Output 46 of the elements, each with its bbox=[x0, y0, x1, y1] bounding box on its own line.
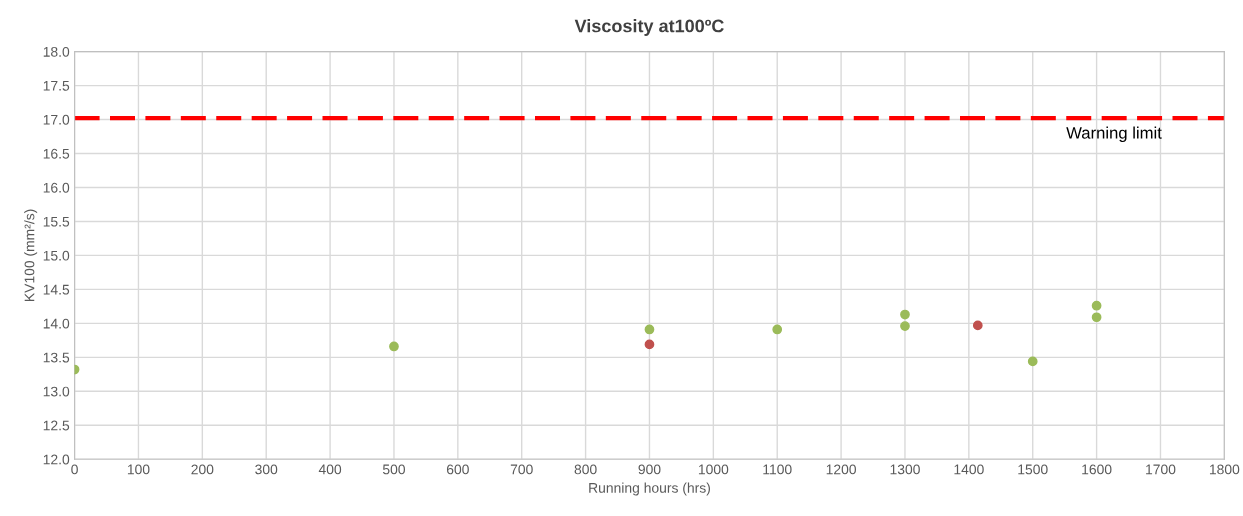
x-tick-label: 700 bbox=[510, 464, 533, 475]
x-tick-label: 1000 bbox=[698, 464, 729, 475]
y-tick-label: 17.5 bbox=[43, 81, 70, 91]
y-tick-label: 13.0 bbox=[43, 386, 70, 397]
y-tick-label: 15.5 bbox=[43, 216, 70, 227]
x-tick-label: 200 bbox=[191, 464, 214, 475]
point bbox=[389, 341, 399, 352]
x-tick-label: 800 bbox=[574, 464, 597, 475]
x-tick-label: 900 bbox=[638, 464, 661, 475]
y-tick-label: 14.5 bbox=[43, 284, 70, 295]
ref-line-label: Warning limit bbox=[1066, 126, 1162, 143]
y-tick-label: 12.5 bbox=[43, 420, 70, 431]
y-tick-label: 16.5 bbox=[43, 148, 70, 159]
y-tick-label: 15.0 bbox=[43, 250, 70, 261]
y-tick-label: 12.0 bbox=[43, 454, 70, 465]
x-tick-label: 1300 bbox=[890, 464, 920, 475]
y-tick-label: 18.0 bbox=[43, 46, 70, 57]
point bbox=[1091, 300, 1102, 311]
x-tick-label: 1600 bbox=[1082, 464, 1112, 475]
x-tick-label: 1500 bbox=[1018, 464, 1048, 475]
x-tick-label: 0 bbox=[71, 464, 78, 475]
x-tick-label: 300 bbox=[255, 464, 278, 475]
point bbox=[972, 320, 983, 331]
x-axis-title: Running hours (hrs) bbox=[589, 482, 710, 496]
y-tick-label: 14.0 bbox=[43, 318, 70, 329]
y-tick-label: 13.5 bbox=[43, 352, 70, 363]
x-tick-label: 100 bbox=[127, 464, 150, 475]
y-tick-label: 16.0 bbox=[43, 182, 70, 193]
chart-title: Viscosity at100ºC bbox=[574, 19, 724, 36]
y-axis-title: KV100 (mm²/s) bbox=[24, 209, 38, 301]
x-tick-label: 600 bbox=[446, 464, 469, 475]
point bbox=[644, 339, 655, 350]
point bbox=[644, 324, 655, 335]
point bbox=[1091, 312, 1102, 323]
x-tick-label: 400 bbox=[318, 464, 342, 475]
x-tick-label: 500 bbox=[382, 464, 406, 475]
x-tick-label: 1100 bbox=[763, 464, 792, 475]
point bbox=[1027, 356, 1038, 367]
point bbox=[900, 309, 910, 320]
x-tick-label: 1400 bbox=[954, 464, 984, 475]
point bbox=[772, 324, 783, 335]
y-tick-label: 17.0 bbox=[43, 114, 70, 125]
x-tick-label: 1200 bbox=[826, 464, 856, 475]
x-tick-label: 1800 bbox=[1209, 464, 1240, 475]
point bbox=[900, 321, 910, 331]
x-tick-label: 1700 bbox=[1146, 464, 1176, 475]
